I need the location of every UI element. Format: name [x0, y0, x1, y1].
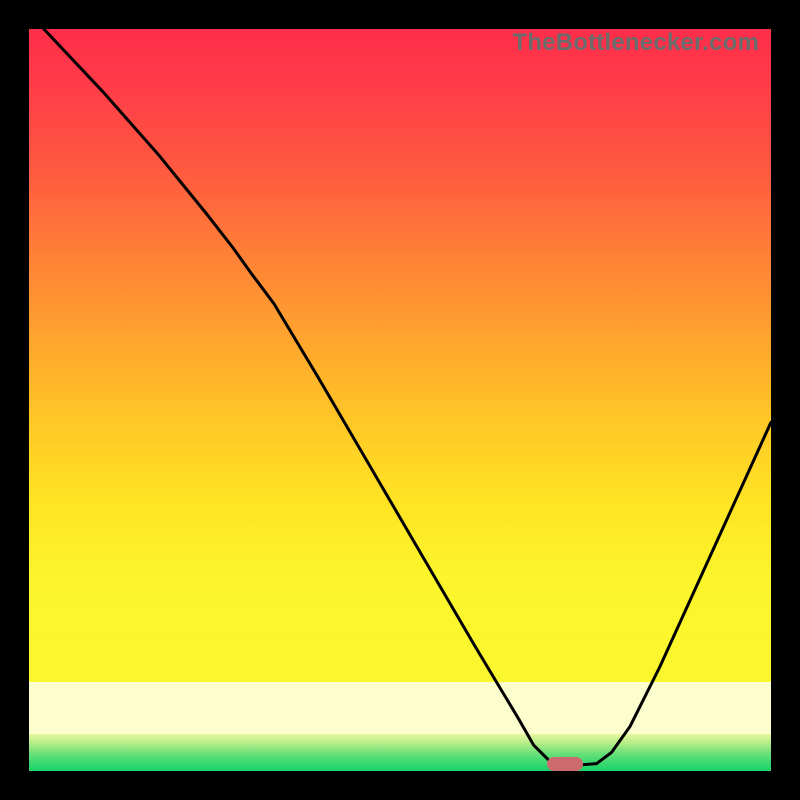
- bottleneck-curve: [29, 29, 771, 771]
- stage: TheBottlenecker.com: [0, 0, 800, 800]
- optimal-marker: [547, 757, 583, 771]
- plot-area: TheBottlenecker.com: [29, 29, 771, 771]
